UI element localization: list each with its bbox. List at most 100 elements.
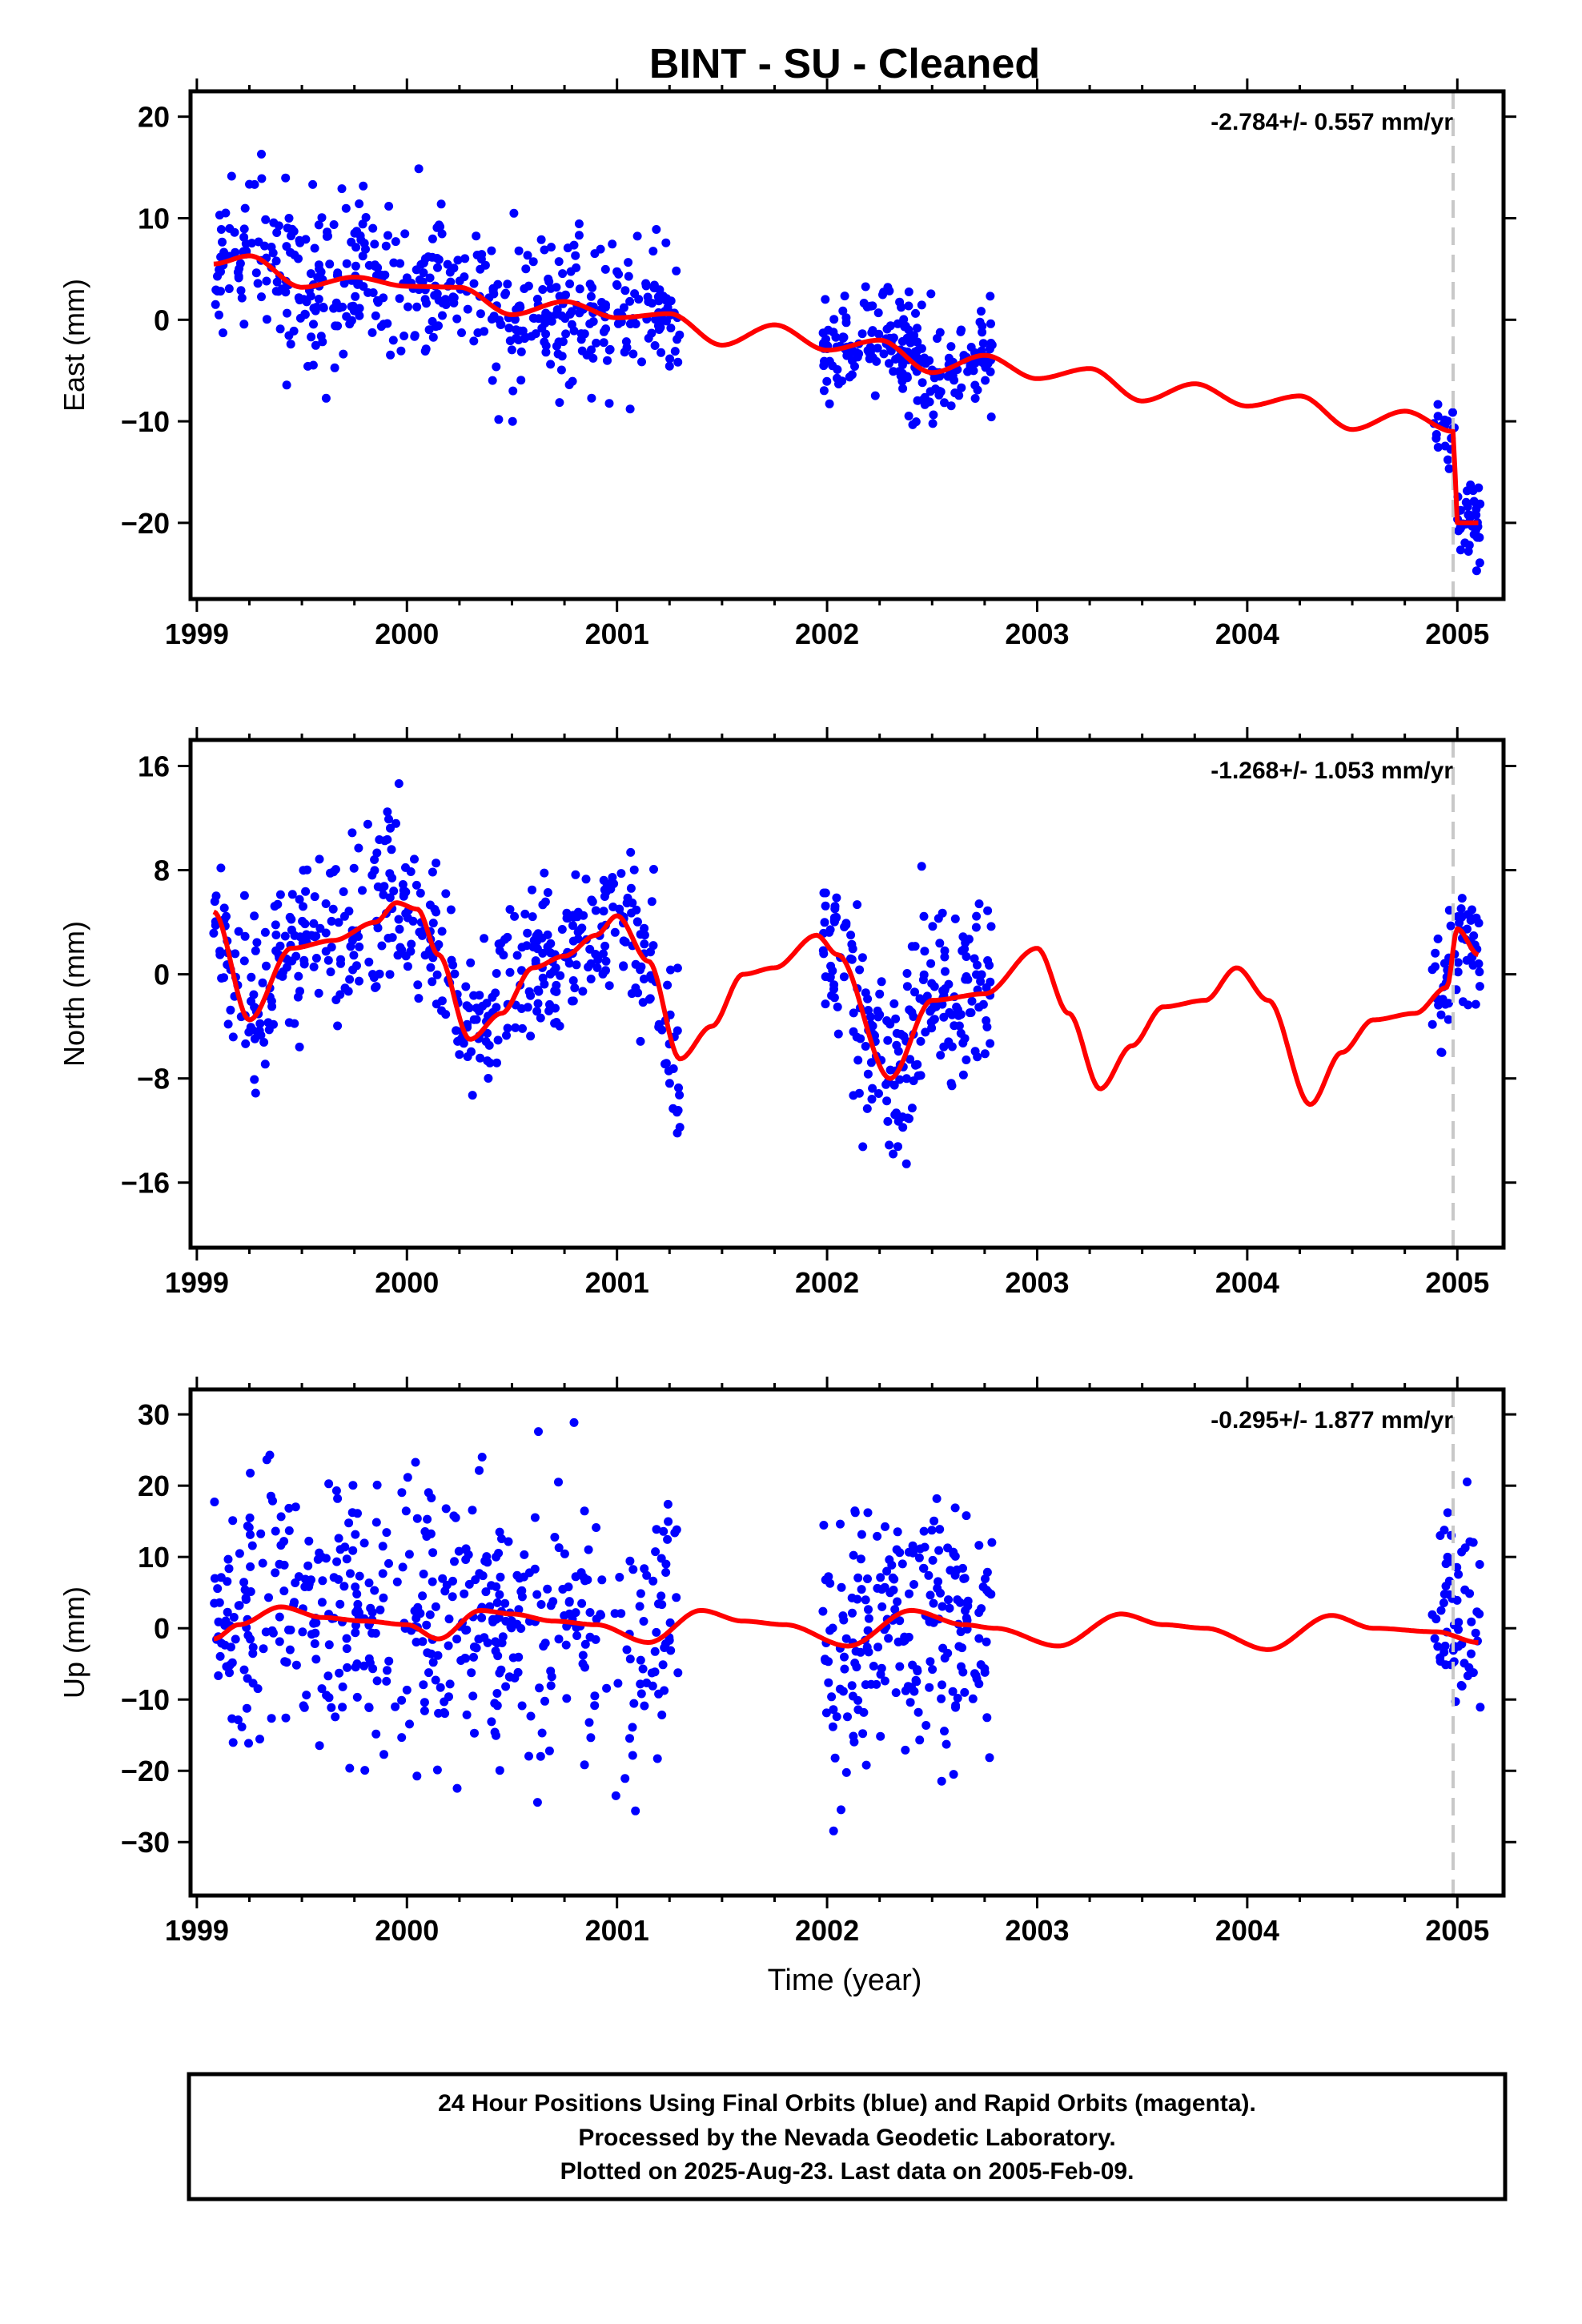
data-point <box>555 1021 564 1031</box>
data-point <box>661 296 671 305</box>
data-point <box>600 264 610 274</box>
data-point <box>313 1554 323 1564</box>
data-point <box>927 1004 937 1014</box>
y-tick-label: 16 <box>138 750 170 783</box>
data-point <box>636 1679 645 1689</box>
data-point <box>303 865 312 875</box>
data-point <box>452 1783 462 1793</box>
data-point <box>290 1598 299 1607</box>
data-point <box>348 1546 358 1555</box>
data-point <box>310 243 319 253</box>
plot-frame <box>188 1387 1506 1898</box>
data-point <box>1433 1642 1443 1651</box>
data-point <box>492 1058 501 1068</box>
data-point <box>332 1557 342 1566</box>
data-point <box>847 370 857 380</box>
velocity-rate-label: -0.295+/- 1.877 mm/yr <box>1211 1407 1453 1433</box>
data-point <box>384 1656 394 1666</box>
data-point <box>943 1543 953 1553</box>
data-point <box>613 308 623 318</box>
data-point <box>213 271 222 281</box>
data-point <box>496 1572 505 1582</box>
data-point <box>675 330 685 340</box>
data-point <box>339 887 348 896</box>
data-point <box>648 941 658 951</box>
data-point <box>863 1069 873 1079</box>
data-point <box>1439 1526 1449 1535</box>
plot-area <box>191 740 1504 1248</box>
data-point <box>913 1707 923 1717</box>
data-point <box>269 1019 278 1029</box>
data-point <box>636 962 646 971</box>
data-point <box>321 947 331 956</box>
data-point <box>460 1589 469 1598</box>
data-point <box>400 229 410 239</box>
data-point <box>571 1572 580 1582</box>
data-point <box>247 972 256 982</box>
data-point <box>224 1564 234 1574</box>
data-point <box>564 1609 574 1618</box>
data-point <box>514 246 524 255</box>
data-point <box>345 1763 355 1773</box>
data-point <box>592 963 602 972</box>
data-point <box>217 1638 227 1648</box>
data-point <box>604 981 614 991</box>
data-point <box>215 310 223 320</box>
data-point <box>545 999 554 1009</box>
data-point <box>361 244 370 254</box>
data-point <box>904 1547 913 1557</box>
data-point <box>407 939 416 949</box>
data-point <box>351 1582 360 1592</box>
data-point <box>628 1751 637 1760</box>
data-point <box>1467 1649 1476 1659</box>
data-point <box>344 907 354 916</box>
data-point <box>1441 1660 1451 1670</box>
data-point <box>418 1637 428 1647</box>
data-point <box>505 967 515 977</box>
data-point <box>424 1488 433 1498</box>
data-point <box>980 1667 990 1677</box>
data-point <box>820 918 829 927</box>
data-point <box>839 972 849 982</box>
data-point <box>265 1450 275 1460</box>
data-point <box>889 999 899 1008</box>
data-point <box>368 223 378 233</box>
data-point <box>825 1578 835 1588</box>
data-point <box>461 982 471 991</box>
data-point <box>901 1159 911 1168</box>
data-point <box>882 324 892 334</box>
data-point <box>351 1607 360 1617</box>
data-point <box>1433 412 1443 421</box>
data-point <box>251 1088 260 1098</box>
data-point <box>876 1670 885 1679</box>
data-point <box>504 1537 513 1546</box>
data-point <box>215 950 225 959</box>
data-point <box>287 915 296 924</box>
data-point <box>316 332 326 341</box>
data-point <box>528 257 538 267</box>
data-point <box>907 1104 917 1113</box>
data-point <box>240 203 250 213</box>
data-point <box>891 1014 901 1023</box>
data-point <box>919 911 929 921</box>
data-point <box>882 1016 892 1026</box>
data-point <box>403 913 412 923</box>
data-point <box>291 951 301 961</box>
y-tick-label: −16 <box>121 1167 170 1200</box>
x-tick-label: 2004 <box>1215 1266 1279 1299</box>
data-point <box>572 960 581 970</box>
data-point <box>625 1655 635 1664</box>
caption-line-2: Processed by the Nevada Geodetic Laborat… <box>578 2125 1115 2151</box>
data-point <box>897 303 906 312</box>
data-point <box>590 1691 600 1701</box>
data-point <box>552 283 561 292</box>
data-point <box>472 251 482 259</box>
data-point <box>557 352 567 361</box>
data-point <box>309 919 319 928</box>
data-point <box>902 982 912 991</box>
data-point <box>1475 982 1484 991</box>
data-point <box>1454 526 1464 536</box>
data-point <box>494 1549 504 1558</box>
data-point <box>315 854 324 864</box>
data-point <box>496 939 506 948</box>
